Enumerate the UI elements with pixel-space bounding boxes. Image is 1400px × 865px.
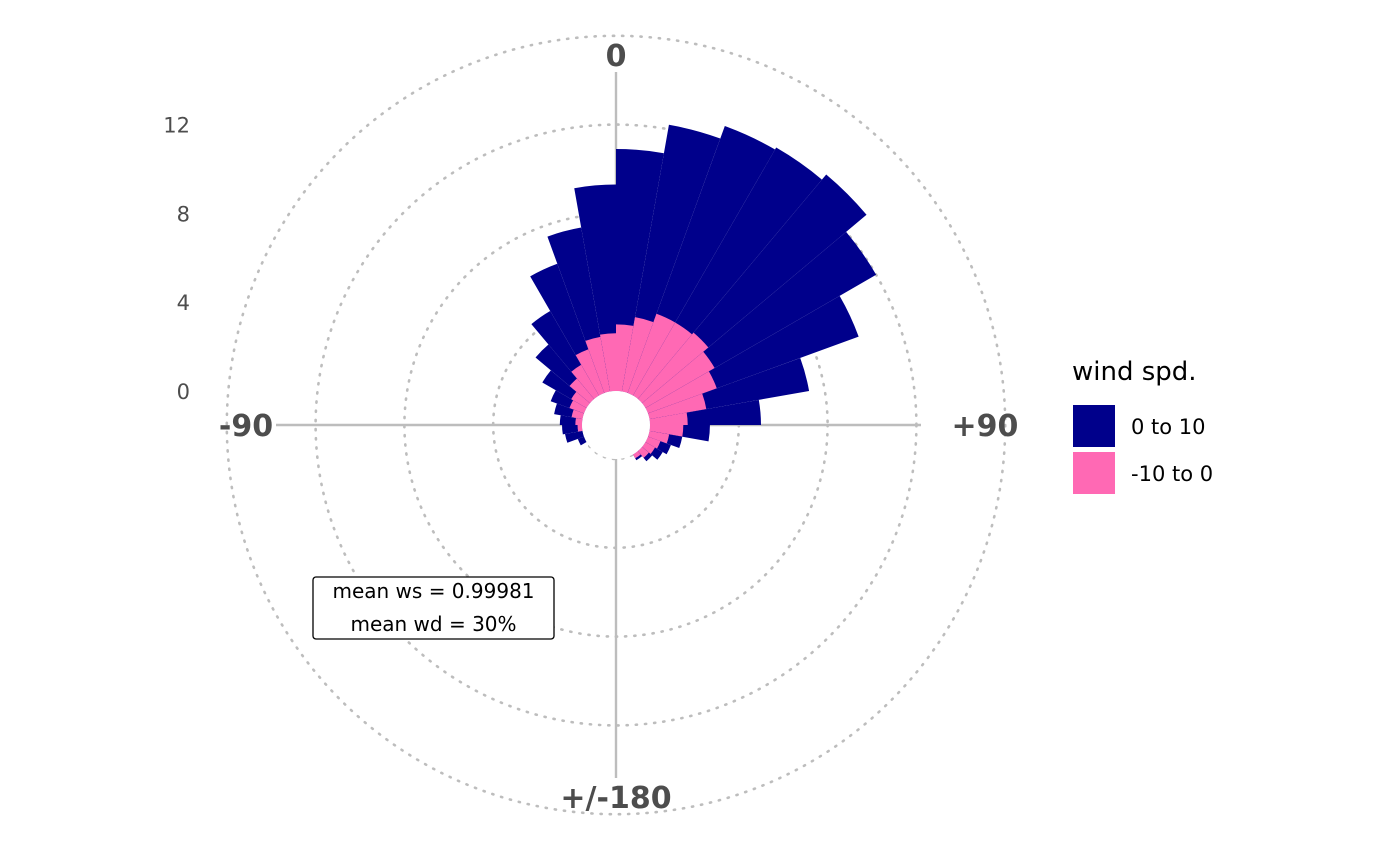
bar-segment-negative <box>637 332 709 404</box>
bar-segment-negative <box>621 317 654 394</box>
direction-label-bottom: +/-180 <box>560 781 671 816</box>
direction-label-left: -90 <box>219 409 273 444</box>
bar-segment-negative <box>642 442 656 454</box>
chart-labels: 0 +90 +/-180 -90 <box>219 39 1019 816</box>
bar-segment-negative <box>571 409 585 420</box>
bar-segment-negative <box>577 425 583 432</box>
wind-rose-bars <box>530 124 877 462</box>
bar-segment-negative <box>633 451 641 459</box>
bar-segment-negative <box>575 349 605 396</box>
bar-segment-negative <box>575 417 583 425</box>
radial-tick-label: 0 <box>177 380 190 404</box>
bar-segment-negative <box>647 393 707 420</box>
bar-segment-negative <box>647 430 670 444</box>
legend: wind spd. 0 to 10 -10 to 0 <box>1072 357 1213 494</box>
bar-segment-negative <box>571 364 599 399</box>
bar-segment-positive <box>577 436 587 446</box>
radial-tick-label: 4 <box>177 291 190 315</box>
direction-label-right: +90 <box>952 409 1019 444</box>
bar-segment-positive <box>565 430 585 443</box>
bar-segment-negative <box>645 436 661 449</box>
bar-segment-negative <box>649 412 688 425</box>
direction-label-top: 0 <box>606 39 627 74</box>
legend-label-positive: 0 to 10 <box>1131 415 1206 439</box>
bar-segment-negative <box>649 425 684 437</box>
bar-segment-negative <box>569 400 587 414</box>
bar-segment-negative <box>633 322 693 399</box>
annotation-mean-ws: mean ws = 0.99981 <box>332 579 534 603</box>
bar-segment-negative <box>585 336 611 394</box>
radial-tick-label: 12 <box>163 114 190 138</box>
legend-swatch-positive <box>1073 405 1115 447</box>
bar-segment-positive <box>562 425 583 435</box>
bar-segment-negative <box>645 371 717 414</box>
bar-segment-negative <box>600 333 616 392</box>
annotation-mean-wd: mean wd = 30% <box>350 612 516 636</box>
bar-segment-negative <box>627 313 676 396</box>
bar-segment-negative <box>616 324 634 392</box>
annotation-box <box>312 576 555 640</box>
bar-segment-negative <box>569 378 595 404</box>
bar-segment-negative <box>637 446 649 458</box>
legend-title: wind spd. <box>1072 357 1197 387</box>
radial-tick-label: 8 <box>177 202 190 226</box>
bar-segment-negative <box>642 351 715 408</box>
center-hole <box>582 391 650 459</box>
grid-circle <box>225 34 1007 816</box>
legend-swatch-negative <box>1073 452 1115 494</box>
bar-segment-negative <box>571 391 590 408</box>
summary-annotation: mean ws = 0.99981 mean wd = 30% <box>312 576 555 640</box>
legend-label-negative: -10 to 0 <box>1131 462 1213 486</box>
